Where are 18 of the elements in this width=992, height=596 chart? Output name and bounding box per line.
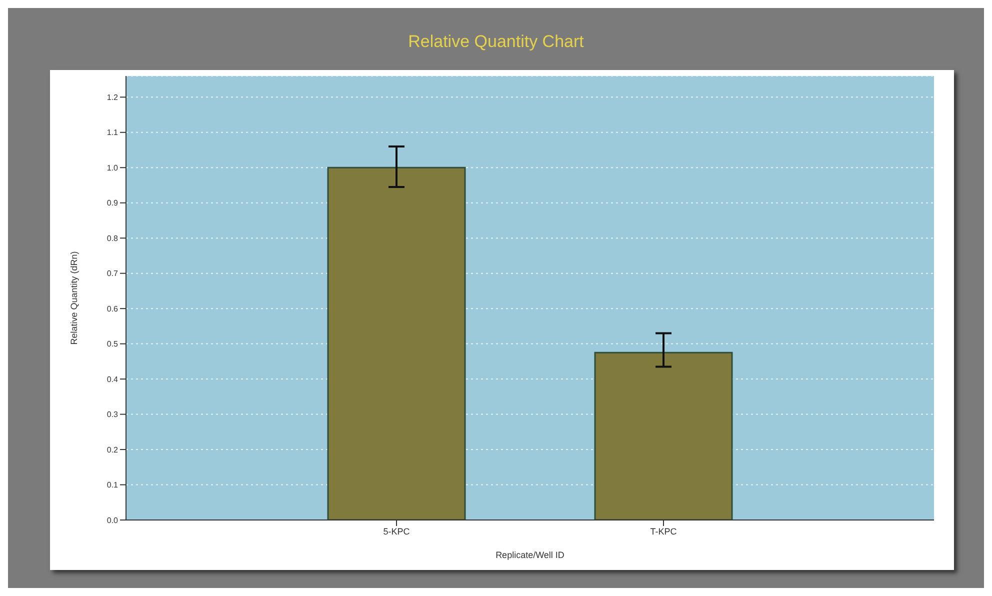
y-tick-label: 0.5 <box>106 340 119 349</box>
y-tick-label: 0.7 <box>106 269 119 278</box>
x-tick-label: T-KPC <box>650 526 678 536</box>
y-tick-label: 0.8 <box>106 234 119 243</box>
y-tick-label: 0.6 <box>106 304 119 314</box>
y-tick-label: 0.1 <box>106 480 119 490</box>
y-tick-label: 0.0 <box>106 516 119 525</box>
y-tick-label: 0.2 <box>106 445 119 454</box>
chart-title: Relative Quantity Chart <box>407 32 585 52</box>
x-tick-label: 5-KPC <box>383 526 410 536</box>
x-axis-title: Replicate/Well ID <box>496 550 565 560</box>
y-axis-title: Relative Quantity (dRn) <box>69 251 80 345</box>
y-tick-label: 1.2 <box>106 92 119 102</box>
y-tick-label: 0.9 <box>106 198 119 208</box>
y-tick-label: 1.0 <box>106 163 119 172</box>
y-tick-label: 0.4 <box>106 374 119 384</box>
y-tick-label: 0.3 <box>106 410 119 420</box>
y-tick-label: 1.1 <box>106 128 119 138</box>
